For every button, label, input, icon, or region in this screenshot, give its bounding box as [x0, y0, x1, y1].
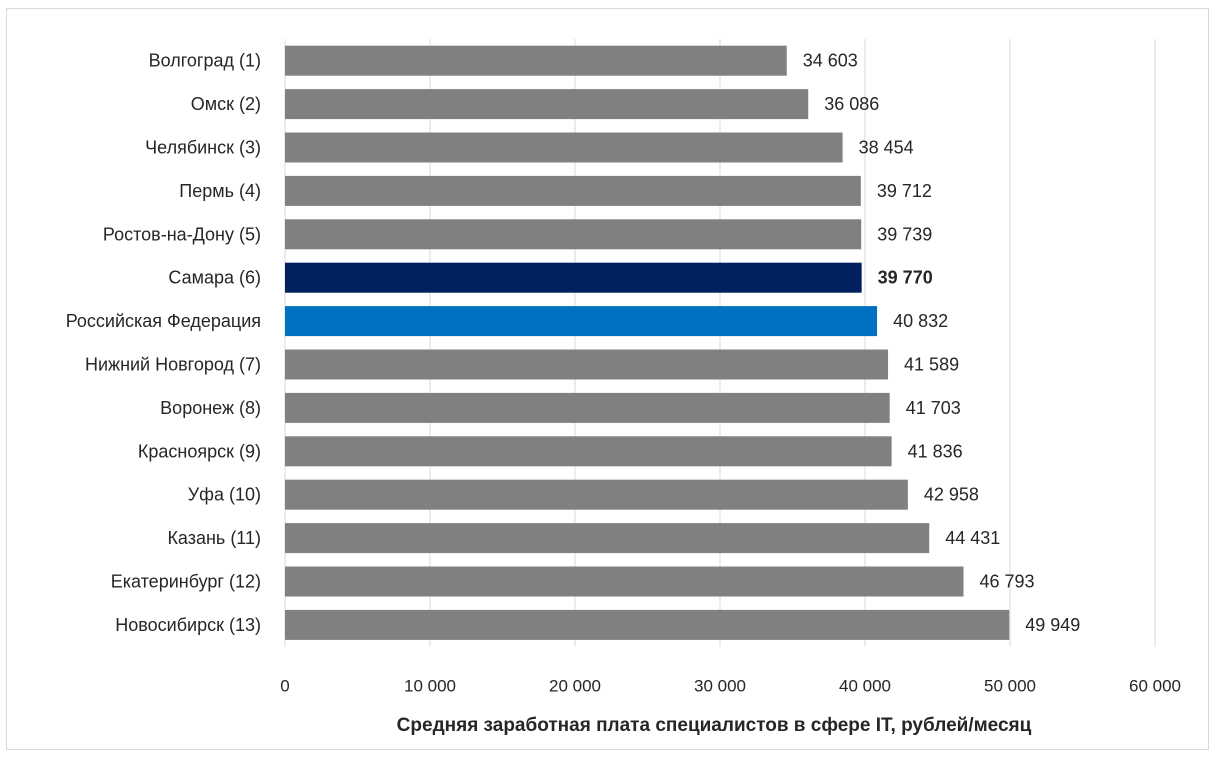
category-label: Казань (11) — [167, 528, 261, 548]
category-label: Красноярск (9) — [138, 441, 261, 461]
data-labels: 34 603 36 086 38 454 39 712 39 739 39 770 40 8… — [803, 51, 1081, 635]
bar — [285, 175, 861, 206]
x-tick-label: 50 000 — [984, 677, 1036, 696]
category-label: Ростов-на-Дону (5) — [103, 224, 261, 244]
category-label: Российская Федерация — [66, 311, 261, 331]
data-label: 36 086 — [824, 94, 879, 114]
bar — [285, 479, 908, 510]
data-label: 41 589 — [904, 355, 959, 375]
x-tick-labels: 0 10 000 20 000 30 000 40 000 50 000 60 000 — [280, 677, 1181, 696]
data-label: 39 712 — [877, 181, 932, 201]
category-label: Нижний Новгород (7) — [85, 355, 261, 375]
x-tick-label: 30 000 — [694, 677, 746, 696]
data-label: 42 958 — [924, 485, 979, 505]
bar-chart: Волгоград (1) Омск (2) Челябинск (3) Пермь … — [66, 39, 1181, 736]
category-labels: Волгоград (1) Омск (2) Челябинск (3) Пермь … — [66, 51, 261, 635]
x-tick-label: 10 000 — [404, 677, 456, 696]
data-label: 39 770 — [878, 268, 933, 288]
data-label: 38 454 — [859, 138, 914, 158]
category-label: Челябинск (3) — [145, 138, 261, 158]
x-axis-title: Средняя заработная плата специалистов в … — [397, 715, 1032, 736]
category-label: Екатеринбург (12) — [111, 572, 261, 592]
bar — [285, 349, 889, 380]
bar — [285, 89, 809, 120]
bar — [285, 392, 890, 423]
data-label: 41 836 — [908, 441, 963, 461]
bars — [285, 45, 1010, 640]
x-tick-label: 20 000 — [549, 677, 601, 696]
x-tick-label: 60 000 — [1129, 677, 1181, 696]
bar — [285, 45, 787, 76]
bar — [285, 262, 862, 293]
bar — [285, 566, 964, 597]
data-label: 34 603 — [803, 51, 858, 71]
gridlines — [284, 39, 1156, 647]
bar — [285, 132, 843, 163]
category-label: Омск (2) — [191, 94, 261, 114]
x-tick-label: 0 — [280, 677, 289, 696]
bar — [285, 436, 892, 467]
category-label: Пермь (4) — [179, 181, 261, 201]
bar — [285, 523, 930, 554]
data-label: 44 431 — [945, 528, 1000, 548]
data-label: 49 949 — [1025, 615, 1080, 635]
category-label: Уфа (10) — [188, 485, 261, 505]
bar — [285, 219, 862, 250]
category-label: Волгоград (1) — [149, 51, 261, 71]
bar — [285, 609, 1010, 640]
data-label: 39 739 — [877, 224, 932, 244]
data-label: 41 703 — [906, 398, 961, 418]
bar — [285, 306, 878, 337]
category-label: Самара (6) — [168, 268, 261, 288]
data-label: 46 793 — [979, 572, 1034, 592]
category-label: Воронеж (8) — [160, 398, 261, 418]
chart-frame: Волгоград (1) Омск (2) Челябинск (3) Пермь … — [6, 8, 1209, 750]
data-label: 40 832 — [893, 311, 948, 331]
x-tick-label: 40 000 — [839, 677, 891, 696]
category-label: Новосибирск (13) — [115, 615, 261, 635]
